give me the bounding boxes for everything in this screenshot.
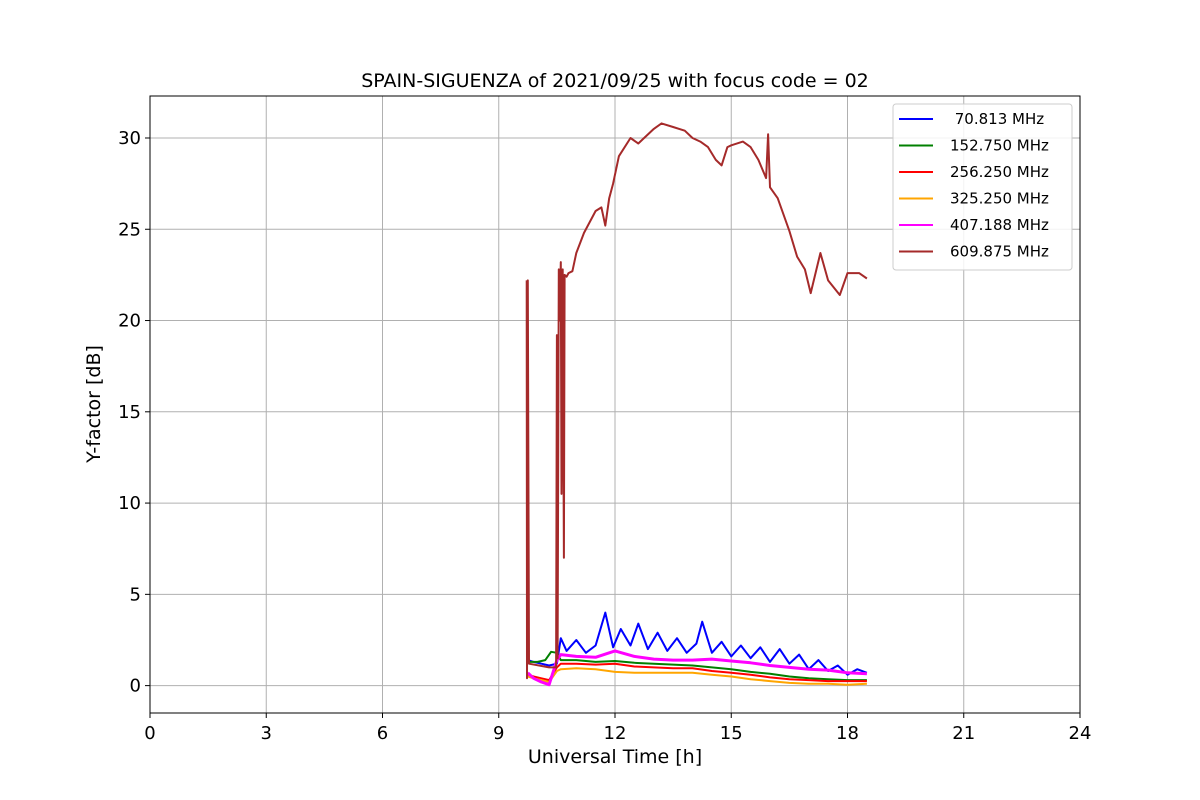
legend-label: 70.813 MHz	[950, 110, 1044, 128]
y-tick-label: 0	[130, 676, 141, 697]
axis-ticks: 0 3 6 9 12 15 18 21 24 0 5 10 15 20 25 30	[118, 128, 1091, 744]
series-lines	[525, 122, 868, 687]
y-tick-label: 5	[130, 584, 141, 605]
x-tick-label: 21	[952, 723, 975, 744]
series-line-0	[527, 611, 868, 676]
legend-label: 609.875 MHz	[950, 243, 1049, 261]
x-tick-label: 15	[720, 723, 743, 744]
y-tick-label: 15	[118, 402, 141, 423]
legend-label: 325.250 MHz	[950, 190, 1049, 208]
x-axis-label: Universal Time [h]	[528, 746, 702, 768]
legend-label: 152.750 MHz	[950, 137, 1049, 155]
legend: 70.813 MHz 152.750 MHz 256.250 MHz 325.250 …	[892, 103, 1073, 271]
legend-label: 407.188 MHz	[950, 216, 1049, 234]
legend-box	[892, 103, 1073, 271]
x-tick-label: 0	[144, 723, 155, 744]
y-tick-label: 25	[118, 219, 141, 240]
y-tick-label: 20	[118, 311, 141, 332]
y-tick-label: 30	[118, 128, 141, 149]
x-tick-label: 24	[1069, 723, 1092, 744]
x-tick-label: 12	[604, 723, 627, 744]
grid-lines	[149, 96, 1081, 713]
x-tick-label: 3	[261, 723, 272, 744]
series-line-1	[527, 650, 867, 682]
x-tick-label: 9	[493, 723, 504, 744]
x-tick-label: 18	[836, 723, 859, 744]
y-tick-label: 10	[118, 493, 141, 514]
series-line-4	[526, 649, 867, 687]
chart-title: SPAIN-SIGUENZA of 2021/09/25 with focus …	[361, 70, 869, 92]
series-line-5	[525, 122, 868, 680]
x-tick-label: 6	[377, 723, 388, 744]
y-axis-label: Y-factor [dB]	[83, 345, 105, 464]
legend-label: 256.250 MHz	[950, 163, 1049, 181]
